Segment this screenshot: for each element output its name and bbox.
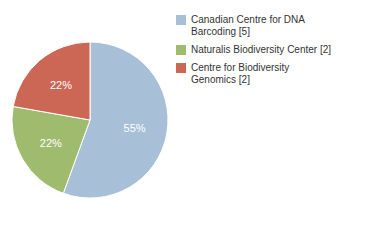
svg-text:55%: 55% [124, 122, 146, 134]
svg-text:22%: 22% [50, 79, 72, 91]
svg-text:22%: 22% [40, 137, 62, 149]
html-text:Naturalis Biodiversity Center: Naturalis Biodiversity Center [2] [191, 44, 332, 55]
html-text:Canadian Centre for DNA Barcod: Canadian Centre for DNA Barcoding [5] [191, 14, 305, 37]
html-text:Centre for Biodiversity Genomi: Centre for Biodiversity Genomics [2] [191, 62, 290, 85]
